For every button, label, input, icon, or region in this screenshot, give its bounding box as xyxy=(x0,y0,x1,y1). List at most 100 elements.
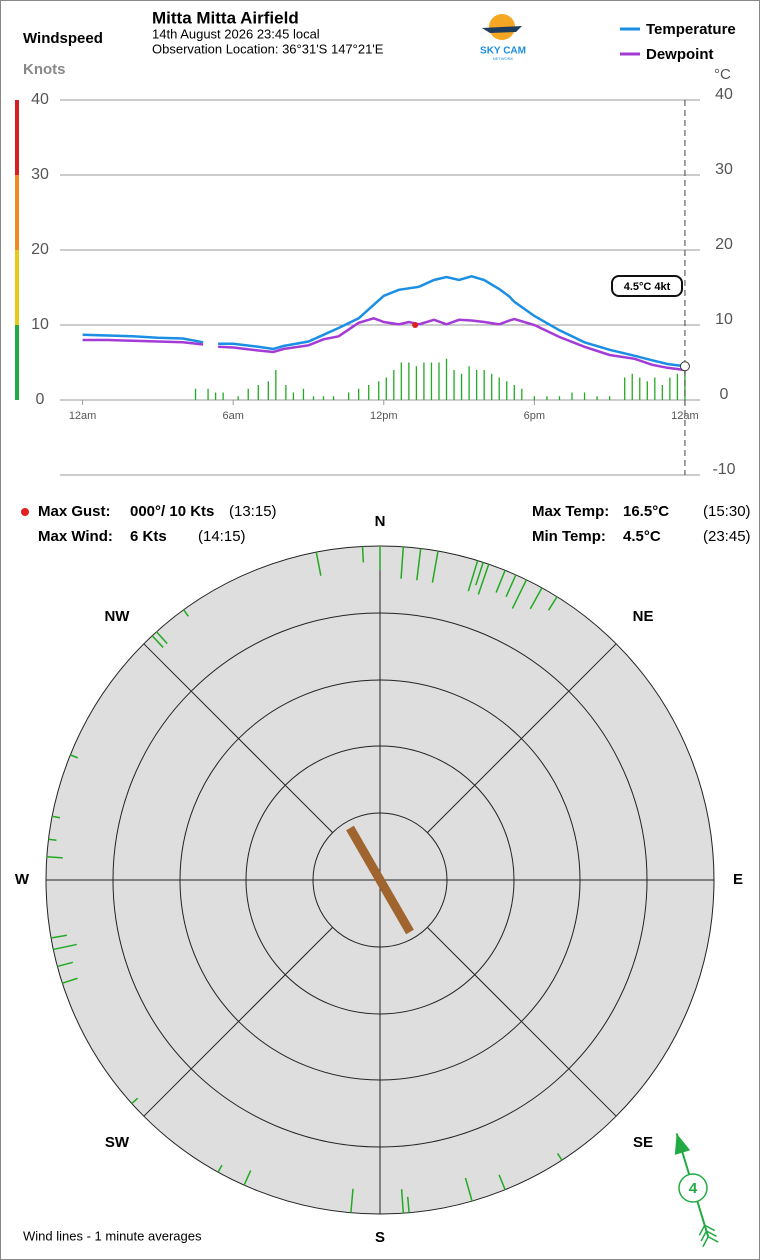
compass-label: N xyxy=(375,513,386,530)
wind-line xyxy=(46,855,63,859)
wind-line xyxy=(400,1189,405,1214)
wind-line xyxy=(556,1152,563,1161)
wind-line xyxy=(498,1174,506,1190)
y2-tick-label: 0 xyxy=(720,386,729,403)
wind-line xyxy=(57,961,74,968)
x-tick-label: 6pm xyxy=(524,410,545,422)
stat-time: (14:15) xyxy=(198,528,246,545)
stat-time: (13:15) xyxy=(229,503,277,520)
wind-line xyxy=(243,1170,252,1186)
compass-label: S xyxy=(375,1229,385,1246)
band-green xyxy=(15,325,19,400)
logo-subtext: NETWORK xyxy=(493,56,514,61)
x-tick-label: 12am xyxy=(69,410,97,422)
wind-line xyxy=(62,977,78,984)
wind-line xyxy=(155,631,168,645)
wind-line xyxy=(48,838,57,842)
stat-label: Max Temp: xyxy=(532,503,609,520)
wind-line xyxy=(151,635,164,648)
y2-tick-label: 30 xyxy=(715,161,733,178)
wind-line xyxy=(50,934,67,939)
logo-plane xyxy=(482,26,522,33)
stat-label: Max Wind: xyxy=(38,528,113,545)
compass-label: NW xyxy=(104,608,130,625)
celsius-label: °C xyxy=(714,66,731,83)
gust-bullet xyxy=(21,508,29,516)
x-tick-label: 12pm xyxy=(370,410,398,422)
rose-diagonal xyxy=(427,927,617,1117)
y-tick-label: 40 xyxy=(31,91,49,108)
wind-line xyxy=(53,943,77,951)
y-tick-label: 10 xyxy=(31,316,49,333)
wind-line xyxy=(315,551,322,576)
stat-value: 16.5°C xyxy=(623,503,669,520)
wind-line xyxy=(51,815,61,819)
wind-line xyxy=(131,1097,139,1105)
wind-line xyxy=(475,562,484,586)
arrow-feather xyxy=(698,1224,706,1236)
wind-line xyxy=(416,548,422,581)
stat-label: Min Temp: xyxy=(532,528,606,545)
y-tick-label: 20 xyxy=(31,241,49,258)
date: 14th August 2026 23:45 local xyxy=(152,26,320,41)
arrow-feather xyxy=(706,1230,717,1237)
y2-tick-label: 10 xyxy=(715,311,733,328)
gust-point xyxy=(412,322,419,328)
stat-time: (15:30) xyxy=(703,503,751,520)
rose-diagonal xyxy=(143,927,333,1117)
band-yellow xyxy=(15,250,19,325)
mean-wind xyxy=(346,825,414,935)
wind-line xyxy=(217,1164,223,1173)
y-tick-label: 30 xyxy=(31,166,49,183)
wind-line xyxy=(529,587,543,610)
arrow-feather xyxy=(702,1236,709,1248)
current-speed-ring xyxy=(678,1173,708,1203)
x-tick-label: 6am xyxy=(222,410,243,422)
compass-label: NE xyxy=(633,608,654,625)
logo: SKY CAM NETWORK xyxy=(480,14,526,61)
rose-diagonal xyxy=(143,643,333,833)
wind-line xyxy=(361,546,365,563)
current-speed: 4 xyxy=(689,1180,698,1197)
stat-value: 6 Kts xyxy=(130,528,167,545)
arrow-feather xyxy=(707,1236,719,1243)
wind-line xyxy=(464,1177,473,1202)
band-red xyxy=(15,100,19,175)
stat-value: 4.5°C xyxy=(623,528,661,545)
stat-label: Max Gust: xyxy=(38,503,111,520)
current-arrowhead xyxy=(674,1133,691,1155)
arrow-feather xyxy=(700,1230,708,1242)
wind-line xyxy=(547,596,558,611)
wind-line xyxy=(406,1196,410,1213)
wind-line xyxy=(350,1188,354,1213)
arrow-feather xyxy=(704,1224,716,1232)
wind-line xyxy=(70,754,79,759)
compass-label: SW xyxy=(105,1134,130,1151)
y-tick-label: 0 xyxy=(36,391,45,408)
current-point xyxy=(679,361,690,372)
footnote: Wind lines - 1 minute averages xyxy=(23,1228,202,1243)
title: Mitta Mitta Airfield xyxy=(152,8,299,27)
band-orange xyxy=(15,175,19,250)
wind-line xyxy=(431,550,439,583)
wind-line xyxy=(511,579,528,609)
windspeed-label: Windspeed xyxy=(23,30,103,47)
knots-label: Knots xyxy=(23,61,66,78)
y2-tick-label: 40 xyxy=(715,86,733,103)
location: Observation Location: 36°31'S 147°21'E xyxy=(152,41,384,56)
series-line xyxy=(82,316,686,372)
legend-label: Temperature xyxy=(646,21,736,38)
compass-label: W xyxy=(15,871,30,888)
rose-diagonal xyxy=(427,643,617,833)
wind-line xyxy=(183,609,189,617)
wind-line xyxy=(467,560,479,592)
wind-line xyxy=(495,570,506,593)
wind-line xyxy=(505,574,517,598)
logo-text: SKY CAM xyxy=(480,46,526,57)
wind-line xyxy=(477,563,490,595)
stat-time: (23:45) xyxy=(703,528,751,545)
wind-line xyxy=(400,546,405,579)
series-line xyxy=(82,274,686,368)
